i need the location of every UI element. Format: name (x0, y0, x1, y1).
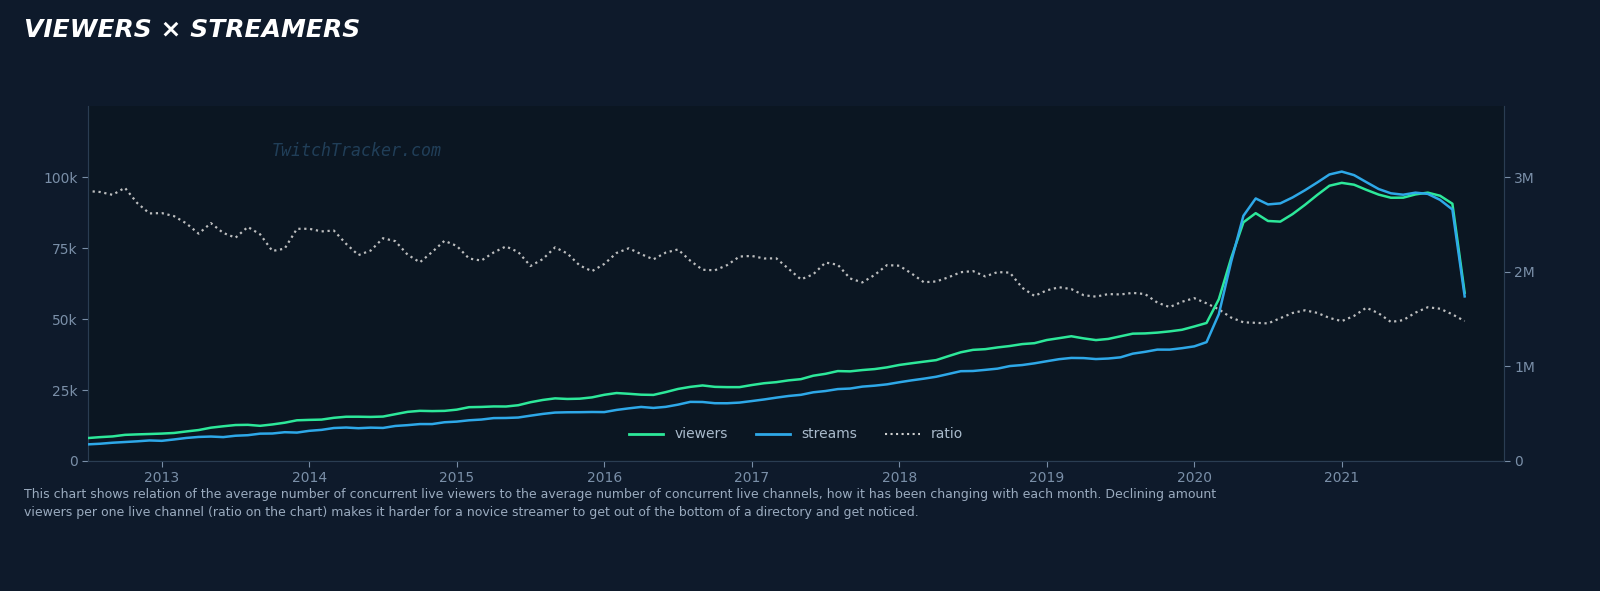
Text: VIEWERS × STREAMERS: VIEWERS × STREAMERS (24, 18, 360, 42)
Text: TwitchTracker.com: TwitchTracker.com (272, 142, 442, 160)
Text: This chart shows relation of the average number of concurrent live viewers to th: This chart shows relation of the average… (24, 488, 1216, 518)
Legend: viewers, streams, ratio: viewers, streams, ratio (622, 422, 970, 447)
